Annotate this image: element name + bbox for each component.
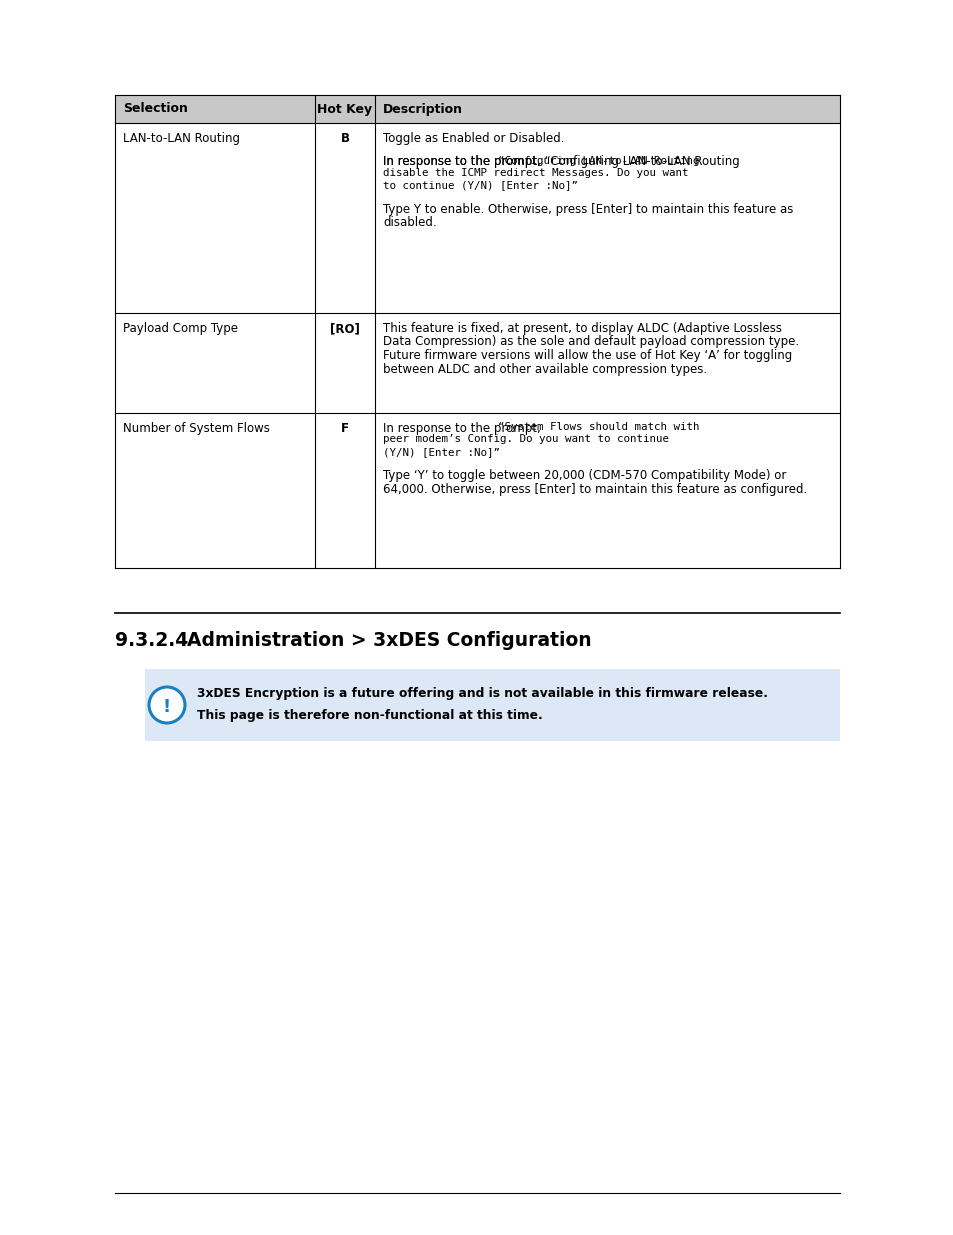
Text: disabled.: disabled. — [382, 216, 436, 230]
Bar — [115, 95, 840, 124]
Text: !: ! — [163, 698, 171, 716]
Text: Type Y to enable. Otherwise, press [Enter] to maintain this feature as: Type Y to enable. Otherwise, press [Ente… — [382, 203, 793, 216]
Text: (Y/N) [Enter :No]”: (Y/N) [Enter :No]” — [382, 447, 499, 457]
Text: disable the ICMP redirect Messages. Do you want: disable the ICMP redirect Messages. Do y… — [382, 168, 688, 178]
Text: LAN-to-LAN Routing: LAN-to-LAN Routing — [123, 132, 240, 144]
Text: B: B — [340, 132, 349, 144]
Text: [RO]: [RO] — [330, 322, 359, 335]
Text: 3xDES Encryption is a future offering and is not available in this firmware rele: 3xDES Encryption is a future offering an… — [196, 687, 767, 700]
Circle shape — [149, 687, 185, 722]
Text: This feature is fixed, at present, to display ALDC (Adaptive Lossless: This feature is fixed, at present, to di… — [382, 322, 781, 335]
Text: Selection: Selection — [123, 103, 188, 116]
Text: Data Compression) as the sole and default payload compression type.: Data Compression) as the sole and defaul… — [382, 336, 799, 348]
Text: “System Flows should match with: “System Flows should match with — [497, 422, 699, 432]
Text: This page is therefore non-functional at this time.: This page is therefore non-functional at… — [196, 709, 542, 722]
Text: In response to the prompt, “Configuring LAN-to-LAN Routing: In response to the prompt, “Configuring … — [382, 156, 739, 168]
Text: Type ‘Y’ to toggle between 20,000 (CDM-570 Compatibility Mode) or: Type ‘Y’ to toggle between 20,000 (CDM-5… — [382, 469, 785, 483]
Text: F: F — [340, 422, 349, 435]
Text: In response to the prompt,: In response to the prompt, — [382, 156, 544, 168]
Text: Administration > 3xDES Configuration: Administration > 3xDES Configuration — [187, 631, 591, 650]
Text: In response to the prompt,: In response to the prompt, — [382, 422, 544, 435]
Text: to continue (Y/N) [Enter :No]”: to continue (Y/N) [Enter :No]” — [382, 180, 578, 190]
Text: 64,000. Otherwise, press [Enter] to maintain this feature as configured.: 64,000. Otherwise, press [Enter] to main… — [382, 483, 806, 496]
Text: Payload Comp Type: Payload Comp Type — [123, 322, 237, 335]
Text: Description: Description — [382, 103, 462, 116]
Text: Future firmware versions will allow the use of Hot Key ‘A’ for toggling: Future firmware versions will allow the … — [382, 350, 791, 362]
Text: Hot Key: Hot Key — [317, 103, 373, 116]
Text: Number of System Flows: Number of System Flows — [123, 422, 270, 435]
Text: peer modem’s Config. Do you want to continue: peer modem’s Config. Do you want to cont… — [382, 435, 668, 445]
Text: between ALDC and other available compression types.: between ALDC and other available compres… — [382, 363, 706, 375]
Text: 9.3.2.4: 9.3.2.4 — [115, 631, 188, 650]
Text: “Configuring LAN-to-LAN Routing: “Configuring LAN-to-LAN Routing — [497, 156, 699, 165]
Bar — [145, 669, 840, 741]
Text: Toggle as Enabled or Disabled.: Toggle as Enabled or Disabled. — [382, 132, 564, 144]
